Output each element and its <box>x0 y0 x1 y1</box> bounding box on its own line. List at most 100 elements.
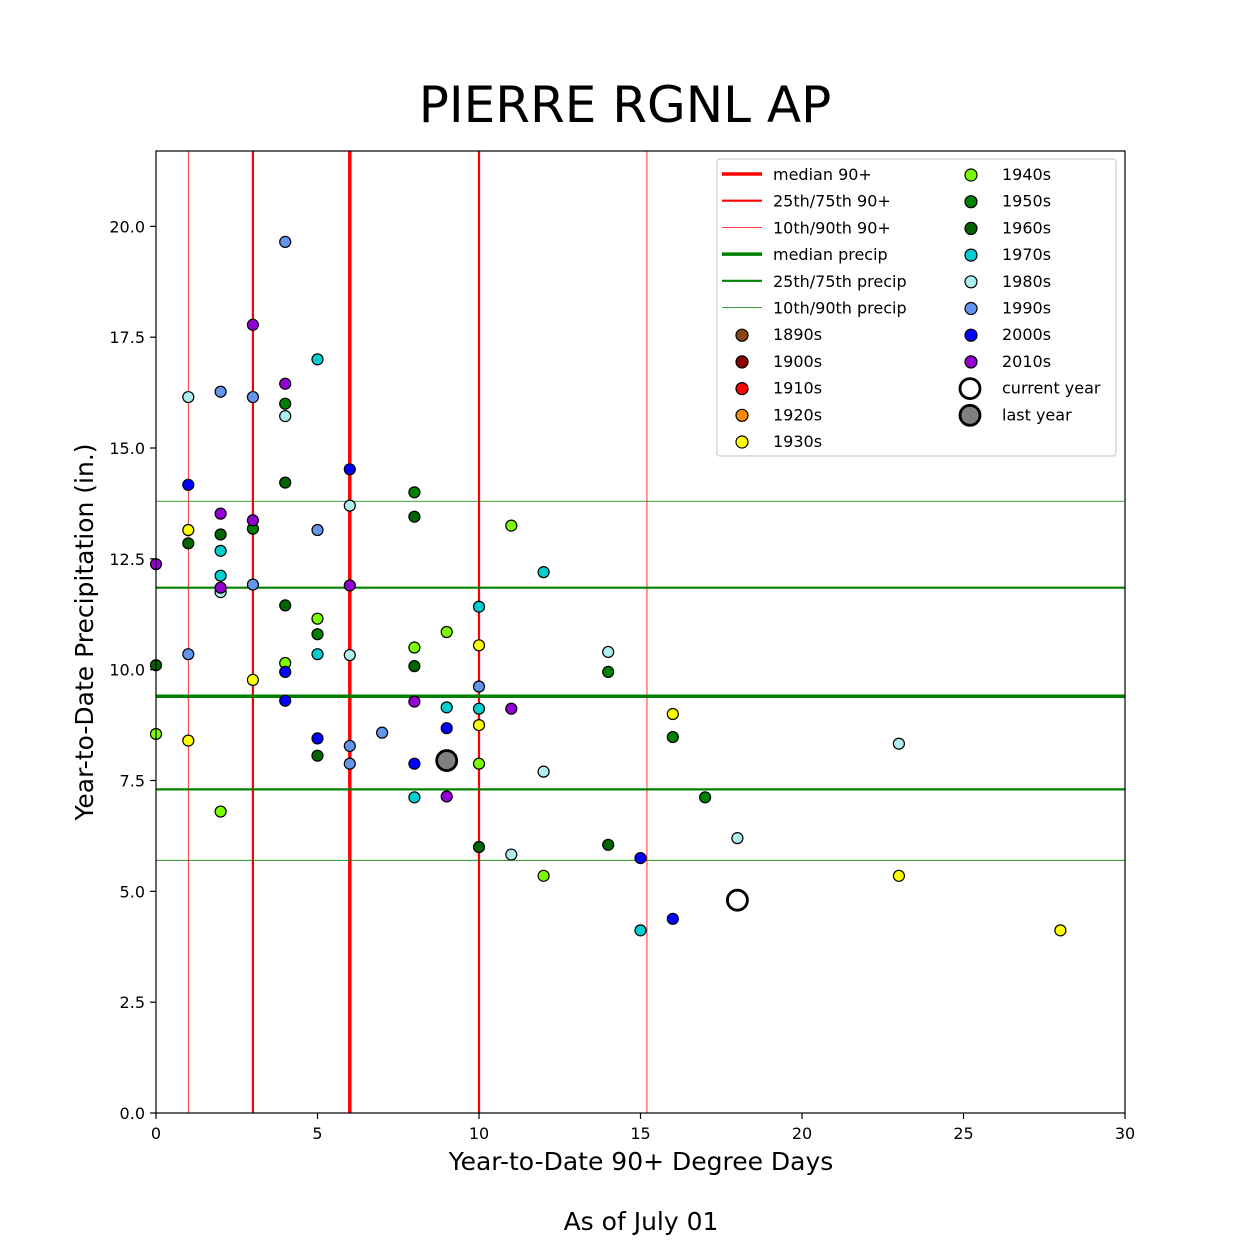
data-point <box>472 840 486 854</box>
legend-label: 2000s <box>1002 325 1051 344</box>
data-point <box>182 523 195 537</box>
legend-label: 1970s <box>1002 245 1051 264</box>
data-point <box>343 579 356 592</box>
data-point <box>311 612 324 625</box>
legend-marker-swatch <box>964 195 978 209</box>
data-point <box>505 848 518 861</box>
data-point <box>214 805 227 818</box>
legend-label: median precip <box>773 245 888 264</box>
highlight-point <box>435 749 459 772</box>
data-point <box>666 730 679 744</box>
data-point <box>602 838 615 851</box>
y-tick-label: 2.5 <box>120 993 145 1012</box>
y-tick-label: 15.0 <box>109 439 145 458</box>
data-point <box>472 757 486 770</box>
legend-label: 1980s <box>1002 272 1051 291</box>
data-point <box>537 566 550 579</box>
legend-label: 1920s <box>773 405 822 424</box>
data-point <box>279 377 292 390</box>
data-point <box>279 476 292 489</box>
data-point <box>634 924 647 937</box>
data-point <box>279 599 292 612</box>
data-point <box>408 486 421 499</box>
data-point <box>311 732 324 745</box>
legend-label: 1990s <box>1002 299 1051 318</box>
data-point <box>182 537 195 550</box>
data-point <box>472 639 486 652</box>
data-point <box>279 397 292 410</box>
data-point <box>279 235 292 248</box>
data-point <box>892 869 906 882</box>
y-tick-label: 10.0 <box>109 661 145 680</box>
data-point <box>408 660 421 673</box>
x-tick-label: 30 <box>1115 1124 1135 1143</box>
legend-label: 10th/90th precip <box>773 299 907 318</box>
data-point <box>892 737 906 750</box>
data-point <box>472 600 486 613</box>
legend-label: 2010s <box>1002 352 1051 371</box>
legend-label: 1950s <box>1002 192 1051 211</box>
legend-marker-swatch <box>964 328 978 342</box>
legend-box <box>716 158 1117 457</box>
legend-marker-swatch <box>735 382 749 396</box>
legend-label: 1900s <box>773 352 822 371</box>
chart-title: PIERRE RGNL AP <box>419 76 831 134</box>
legend-label: last year <box>1002 405 1072 424</box>
legend-marker-swatch <box>958 403 982 427</box>
y-tick-label: 0.0 <box>120 1104 145 1123</box>
legend-marker-swatch <box>964 221 978 235</box>
legend-label: median 90+ <box>773 165 872 184</box>
data-point <box>279 410 292 423</box>
data-point <box>408 791 421 804</box>
x-axis-label: Year-to-Date 90+ Degree Days <box>448 1147 834 1176</box>
data-point <box>440 790 453 803</box>
data-point <box>311 749 324 762</box>
data-point <box>343 757 356 770</box>
data-point <box>343 499 356 512</box>
legend: median 90+ 25th/75th 90+ 10th/90th 90+ medi… <box>716 158 1117 457</box>
data-point <box>279 665 292 678</box>
data-point <box>440 625 453 639</box>
data-point <box>279 694 292 707</box>
data-point <box>182 734 195 747</box>
data-point <box>343 648 356 662</box>
y-tick-label: 17.5 <box>109 328 145 347</box>
legend-marker-swatch <box>958 377 982 401</box>
data-point <box>634 851 647 865</box>
legend-marker-swatch <box>735 328 749 342</box>
data-point <box>214 569 227 582</box>
data-point <box>666 912 679 925</box>
data-point <box>246 390 259 404</box>
data-point <box>182 390 195 404</box>
data-point <box>602 645 615 659</box>
y-tick-label: 7.5 <box>120 772 145 791</box>
y-tick-label: 12.5 <box>109 550 145 569</box>
x-tick-label: 10 <box>469 1124 489 1143</box>
legend-marker-swatch <box>735 435 749 449</box>
legend-marker-swatch <box>964 355 978 369</box>
y-tick-label: 20.0 <box>109 217 145 236</box>
legend-label: 10th/90th 90+ <box>773 218 891 237</box>
data-point <box>214 528 227 541</box>
data-point <box>246 514 259 527</box>
y-axis-label: Year-to-Date Precipitation (in.) <box>70 443 99 821</box>
data-point <box>408 757 421 770</box>
data-point <box>246 318 259 331</box>
data-point <box>246 578 259 591</box>
legend-marker-swatch <box>964 275 978 289</box>
footnote: As of July 01 <box>564 1207 719 1236</box>
plot-area <box>149 150 1126 1114</box>
data-point <box>408 695 421 708</box>
data-point <box>214 581 227 594</box>
data-point <box>408 510 421 523</box>
legend-label: current year <box>1002 379 1101 398</box>
legend-marker-swatch <box>735 408 749 422</box>
legend-label: 1890s <box>773 325 822 344</box>
data-point <box>408 641 421 654</box>
data-point <box>182 648 195 661</box>
data-point <box>343 463 356 476</box>
data-point <box>311 648 324 661</box>
data-point <box>311 523 324 537</box>
legend-marker-swatch <box>735 355 749 369</box>
